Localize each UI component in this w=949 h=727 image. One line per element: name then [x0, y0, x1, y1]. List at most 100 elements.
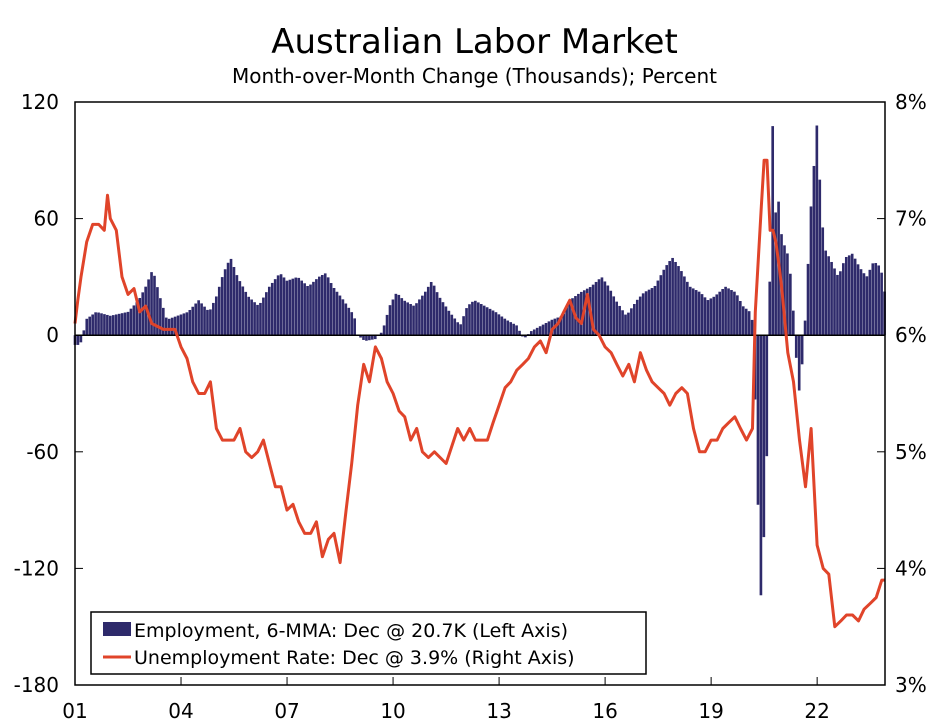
employment-bar: [568, 300, 571, 336]
employment-bar: [638, 296, 642, 336]
employment-bar: [300, 280, 303, 336]
chart-subtitle: Month-over-Month Change (Thousands); Per…: [231, 64, 717, 88]
employment-bar: [877, 265, 880, 336]
employment-bar: [633, 304, 636, 336]
employment-bar: [647, 289, 651, 336]
employment-bar: [288, 279, 292, 336]
employment-bar: [580, 291, 583, 336]
employment-bar: [79, 335, 83, 343]
employment-bar: [444, 306, 448, 336]
employment-bar: [203, 306, 206, 336]
left-tick-label: -60: [26, 440, 59, 464]
employment-bar: [341, 299, 345, 336]
employment-bar: [176, 315, 180, 336]
employment-bar: [600, 277, 604, 336]
employment-bar: [418, 299, 421, 336]
employment-bar: [432, 285, 436, 336]
employment-bar: [476, 302, 480, 336]
employment-bar: [518, 330, 521, 336]
employment-bar: [677, 266, 680, 336]
employment-bar: [94, 312, 97, 336]
employment-bar: [606, 285, 610, 336]
employment-bar: [547, 321, 551, 336]
employment-bar: [117, 313, 121, 336]
employment-bar: [438, 297, 442, 336]
right-tick-label: 8%: [895, 90, 927, 114]
employment-bar: [494, 312, 498, 336]
employment-bar: [421, 295, 424, 336]
employment-bar: [279, 274, 283, 336]
employment-bar: [391, 299, 395, 336]
employment-bar: [515, 325, 518, 336]
employment-bar: [609, 290, 613, 336]
employment-bar: [273, 279, 277, 336]
employment-bar: [497, 314, 501, 336]
employment-bar: [197, 300, 200, 336]
employment-bar: [703, 297, 707, 336]
employment-bar: [680, 271, 683, 336]
employment-bar: [562, 313, 565, 336]
employment-bar: [783, 245, 786, 336]
employment-bar: [329, 283, 333, 336]
employment-bar: [806, 263, 810, 336]
employment-bar: [188, 309, 192, 336]
right-tick-label: 3%: [895, 673, 927, 697]
employment-bar: [865, 276, 869, 336]
employment-bar: [474, 300, 477, 336]
employment-bar: [114, 314, 118, 336]
employment-bar: [82, 330, 86, 336]
employment-bar: [706, 300, 710, 336]
employment-bar: [818, 179, 822, 336]
employment-bar: [147, 279, 150, 336]
employment-bar: [509, 322, 513, 336]
employment-bar: [650, 288, 654, 336]
employment-bar: [821, 227, 825, 336]
employment-bar: [141, 292, 145, 336]
employment-bar: [786, 253, 789, 336]
right-axis: 8% 7% 6% 5% 4% 3%: [877, 90, 927, 697]
x-tick-label: 07: [274, 699, 299, 723]
employment-bar: [415, 303, 418, 336]
employment-bar: [318, 276, 321, 336]
employment-bar: [736, 295, 739, 336]
employment-bar: [662, 269, 666, 336]
employment-bar: [323, 273, 327, 336]
employment-bar: [253, 302, 256, 336]
employment-bar: [332, 288, 336, 336]
employment-bar: [859, 269, 863, 336]
employment-bar: [111, 315, 115, 336]
employment-bar: [185, 312, 189, 336]
employment-bar: [524, 335, 527, 338]
employment-bar: [179, 314, 183, 336]
employment-bar: [223, 269, 227, 336]
employment-bar: [700, 294, 704, 336]
employment-bar: [465, 308, 468, 336]
employment-bar: [765, 335, 769, 457]
employment-bar: [164, 317, 168, 336]
employment-bar: [683, 276, 686, 336]
employment-bar: [741, 306, 745, 336]
employment-bar: [597, 279, 601, 336]
employment-bar: [794, 335, 798, 358]
employment-bar: [868, 269, 872, 336]
right-tick-label: 4%: [895, 556, 927, 580]
employment-bar: [856, 264, 860, 336]
employment-bar: [161, 307, 165, 336]
employment-bar: [217, 286, 221, 336]
employment-bar: [109, 315, 112, 336]
left-axis: 120 60 0 -60 -120 -180: [14, 90, 83, 697]
employment-bar: [85, 318, 89, 336]
employment-bar: [827, 256, 830, 336]
employment-bar: [167, 318, 171, 336]
employment-bar: [244, 291, 248, 336]
employment-bar: [468, 304, 471, 336]
employment-bar: [368, 335, 371, 341]
employment-bar: [768, 281, 772, 336]
legend-box: [90, 611, 647, 675]
plot-frame: [74, 101, 886, 686]
employment-bar: [365, 335, 368, 341]
employment-bar: [309, 284, 312, 336]
employment-bar: [200, 303, 203, 336]
employment-bar: [665, 265, 669, 336]
employment-bar: [612, 296, 616, 336]
